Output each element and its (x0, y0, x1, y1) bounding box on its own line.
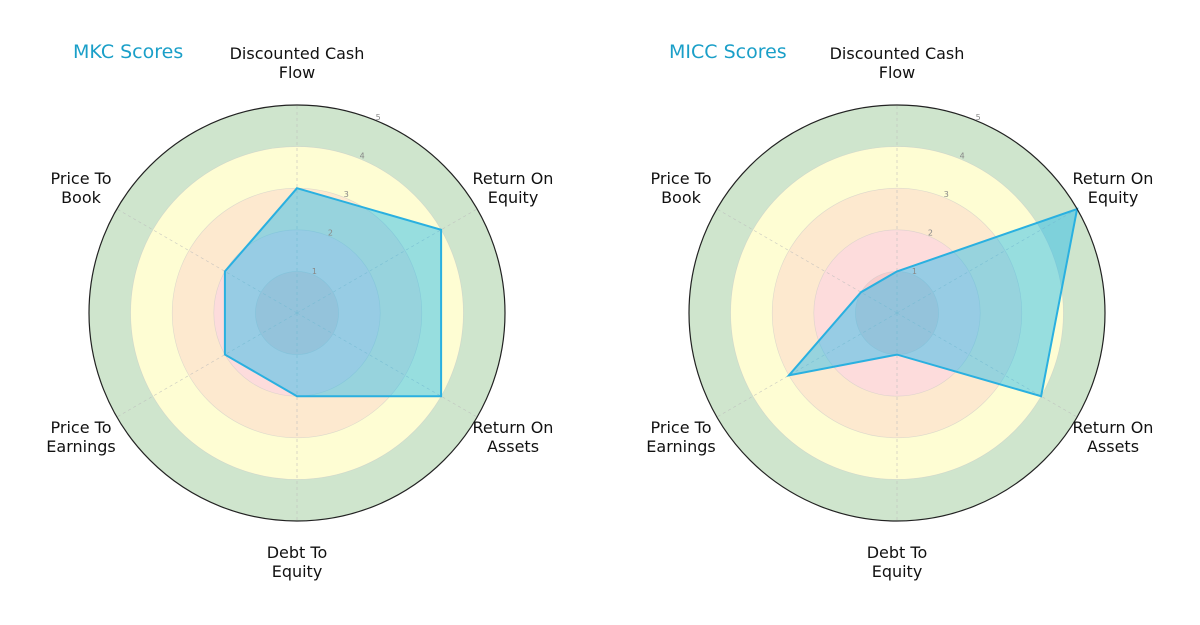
radial-tick-label: 1 (312, 267, 317, 276)
axis-label-return-on-assets: Return On Assets (1072, 418, 1154, 456)
axis-label-debt-to-equity: Debt To Equity (266, 543, 328, 581)
radial-tick-label: 4 (960, 152, 965, 161)
axis-label-debt-to-equity: Debt To Equity (866, 543, 928, 581)
micc-radar-panel: 1 2 3 4 5 MICC Scores Discounted Cash Flow Re… (600, 0, 1200, 625)
radial-tick-label: 3 (944, 190, 949, 199)
radial-tick-label: 4 (360, 152, 365, 161)
axis-label-return-on-equity: Return On Equity (1072, 169, 1154, 207)
mkc-radar-panel: 1 2 3 4 5 MKC Scores Discounted Cash Flow Ret… (46, 41, 554, 581)
axis-label-discounted-cash-flow: Discounted Cash Flow (829, 44, 965, 82)
radial-tick-label: 1 (912, 267, 917, 276)
radial-tick-label: 3 (344, 190, 349, 199)
axis-label-return-on-assets: Return On Assets (472, 418, 554, 456)
radial-tick-label: 5 (376, 113, 381, 122)
axis-label-price-to-earnings: Price To Earnings (46, 418, 116, 456)
radial-tick-label: 2 (928, 228, 933, 237)
chart-title: MICC Scores (669, 41, 787, 63)
radial-tick-label: 2 (328, 228, 333, 237)
chart-title: MKC Scores (73, 41, 184, 63)
score-polygon (223, 187, 443, 398)
micc-radar-chart: 1 2 3 4 5 (688, 104, 1106, 522)
axis-label-price-to-earnings: Price To Earnings (646, 418, 716, 456)
axis-label-discounted-cash-flow: Discounted Cash Flow (229, 44, 365, 82)
radial-tick-label: 5 (976, 113, 981, 122)
mkc-radar-chart: 1 2 3 4 5 (88, 104, 506, 522)
axis-label-price-to-book: Price To Book (50, 169, 112, 207)
axis-label-price-to-book: Price To Book (650, 169, 712, 207)
axis-label-return-on-equity: Return On Equity (472, 169, 554, 207)
